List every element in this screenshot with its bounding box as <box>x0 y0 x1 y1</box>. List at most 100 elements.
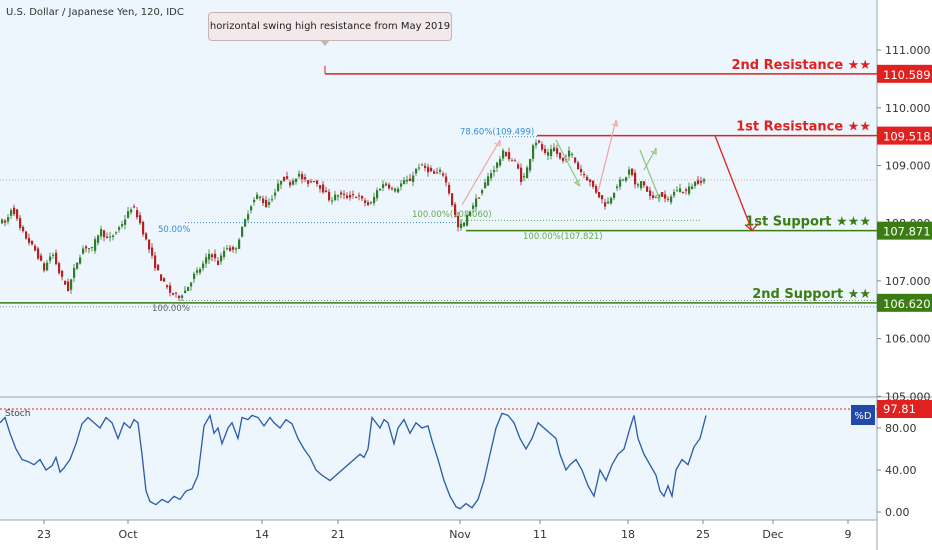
candle <box>409 178 412 182</box>
candle <box>589 179 592 182</box>
candle <box>238 239 241 249</box>
candle <box>274 192 277 196</box>
candle <box>643 181 646 186</box>
candle <box>703 179 706 182</box>
candle <box>229 247 232 251</box>
candle <box>673 191 676 196</box>
candle <box>85 246 88 249</box>
candle <box>403 180 406 184</box>
candle <box>508 152 511 160</box>
candle <box>424 165 427 168</box>
price-badge-label: 109.518 <box>883 130 931 144</box>
candle <box>292 180 295 185</box>
candle <box>46 262 49 271</box>
candle <box>421 164 424 166</box>
x-tick-label: 25 <box>696 528 710 541</box>
candle <box>112 235 115 237</box>
candle <box>457 216 460 228</box>
fib-label: 100.00%(108.060) <box>412 210 492 220</box>
candle <box>541 144 544 150</box>
candle <box>124 219 127 225</box>
candle <box>481 190 484 194</box>
candle <box>172 292 175 295</box>
candle <box>64 280 67 285</box>
candle <box>196 270 199 273</box>
candle <box>436 172 439 174</box>
candle <box>604 202 607 207</box>
candle <box>628 169 631 175</box>
candle <box>319 185 322 189</box>
resistance-level-label: 2nd Resistance ★★ <box>732 58 872 73</box>
candle <box>556 148 559 154</box>
candle <box>10 210 13 216</box>
candle <box>601 195 604 200</box>
candle <box>325 190 328 193</box>
candle <box>154 255 157 269</box>
stoch-value-label: 97.81 <box>883 402 916 416</box>
candle <box>433 171 436 174</box>
candle <box>187 286 190 291</box>
price-axis-background <box>877 0 932 550</box>
candle <box>88 248 91 250</box>
candle <box>391 188 394 190</box>
candle <box>619 179 622 187</box>
candle <box>688 186 691 194</box>
candle <box>616 186 619 189</box>
candle <box>103 230 106 238</box>
candle <box>109 236 112 238</box>
resistance-level-label: 1st Resistance ★★ <box>736 120 871 135</box>
candle <box>25 231 28 239</box>
candle <box>184 290 187 294</box>
candle <box>199 269 202 273</box>
candle <box>355 197 358 199</box>
candle <box>580 168 583 173</box>
candle <box>166 285 169 288</box>
candle <box>598 192 601 198</box>
pattern-arrow-head <box>650 147 657 156</box>
annotation-callout: horizontal swing high resistance from Ma… <box>208 12 452 41</box>
candle <box>544 148 547 153</box>
price-badge <box>877 64 932 83</box>
candle <box>646 186 649 192</box>
candle <box>430 168 433 172</box>
candle <box>694 181 697 187</box>
candle <box>331 200 334 202</box>
candle <box>208 253 211 260</box>
fib-label: 100.00% <box>152 304 190 314</box>
candle <box>142 221 145 235</box>
candle <box>232 247 235 250</box>
candle <box>397 188 400 193</box>
candle <box>415 168 418 174</box>
candle <box>73 268 76 278</box>
candle <box>451 193 454 206</box>
candle <box>532 145 535 159</box>
stoch-legend-badge <box>851 405 875 425</box>
candle <box>277 183 280 192</box>
candle <box>70 279 73 290</box>
candle <box>562 157 565 161</box>
candle <box>592 180 595 187</box>
candle <box>106 236 109 239</box>
candle <box>550 149 553 157</box>
candle <box>649 190 652 196</box>
candle <box>487 176 490 186</box>
candle <box>490 173 493 179</box>
candle <box>283 176 286 181</box>
candle <box>139 215 142 224</box>
candle <box>700 180 703 183</box>
candle <box>427 167 430 173</box>
candle <box>385 183 388 186</box>
candle <box>538 140 541 143</box>
candle <box>691 186 694 190</box>
candle <box>205 257 208 264</box>
candle <box>472 205 475 209</box>
annotation-callout-tail <box>320 40 330 46</box>
candle <box>679 188 682 192</box>
candle <box>214 253 217 259</box>
candle <box>322 184 325 193</box>
candle <box>670 196 673 203</box>
candle <box>295 178 298 182</box>
candle <box>343 193 346 195</box>
candle <box>157 264 160 271</box>
